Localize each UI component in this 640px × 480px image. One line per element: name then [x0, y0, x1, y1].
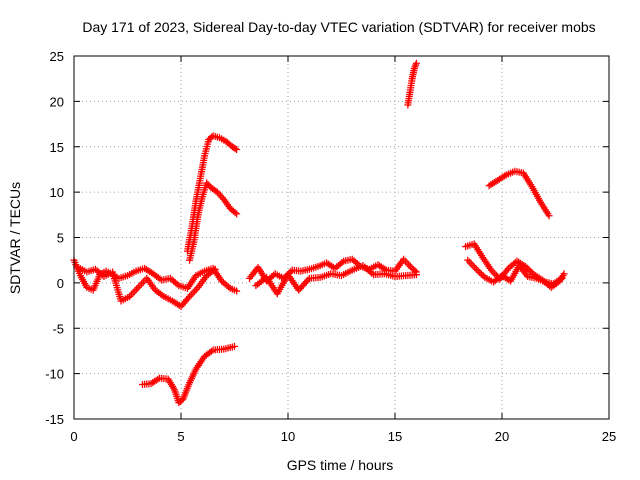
x-tick-label: 20: [495, 429, 509, 444]
data-point-zero-band-evening-2: [474, 267, 482, 275]
chart-title: Day 171 of 2023, Sidereal Day-to-day VTE…: [82, 19, 595, 35]
data-point-arc-high-2: [233, 210, 241, 218]
y-tick-label: 15: [50, 140, 64, 155]
y-tick-label: -5: [52, 321, 64, 336]
data-point-zero-band-evening-2: [558, 274, 566, 282]
data-point-zero-band-day-2: [412, 271, 420, 279]
data-point-arc-spike: [412, 59, 420, 67]
axis-ticks: 0 5 10 15 20 25 -15 -10 -5 0 5 10 15 20 25: [45, 49, 616, 444]
y-tick-label: 5: [57, 231, 64, 246]
x-tick-label: 5: [177, 429, 184, 444]
data-point-zero-band-evening: [560, 270, 568, 278]
y-tick-label: 20: [50, 94, 64, 109]
y-tick-label: 10: [50, 185, 64, 200]
data-point-zero-band-evening-2: [476, 269, 484, 277]
data-point-zero-band-morning: [233, 287, 241, 295]
plot-frame: [73, 55, 610, 420]
data-point-zero-band-evening-2: [477, 270, 485, 278]
x-tick-label: 0: [70, 429, 77, 444]
data-point-arc-high-2: [231, 209, 239, 217]
data-point-zero-band-morning-2: [211, 265, 219, 273]
x-tick-label: 25: [602, 429, 616, 444]
data-point-arc-low: [231, 342, 238, 350]
y-axis-label: SDTVAR / TECUs: [7, 182, 23, 294]
x-tick-label: 15: [388, 429, 402, 444]
data-point-arc-high-1: [231, 145, 239, 153]
data-point-arc-evening: [545, 212, 553, 220]
data-points: [70, 59, 568, 407]
y-tick-label: -15: [45, 412, 64, 427]
x-tick-label: 10: [281, 429, 295, 444]
y-tick-label: 25: [50, 49, 64, 64]
data-point-arc-high-1: [233, 145, 241, 153]
y-tick-label: 0: [57, 276, 64, 291]
x-axis-label: GPS time / hours: [287, 457, 394, 473]
data-point-zero-band-morning-2: [184, 294, 192, 302]
grid-lines: [74, 56, 609, 419]
data-point-zero-band-day: [411, 267, 419, 275]
y-tick-label: -10: [45, 367, 64, 382]
